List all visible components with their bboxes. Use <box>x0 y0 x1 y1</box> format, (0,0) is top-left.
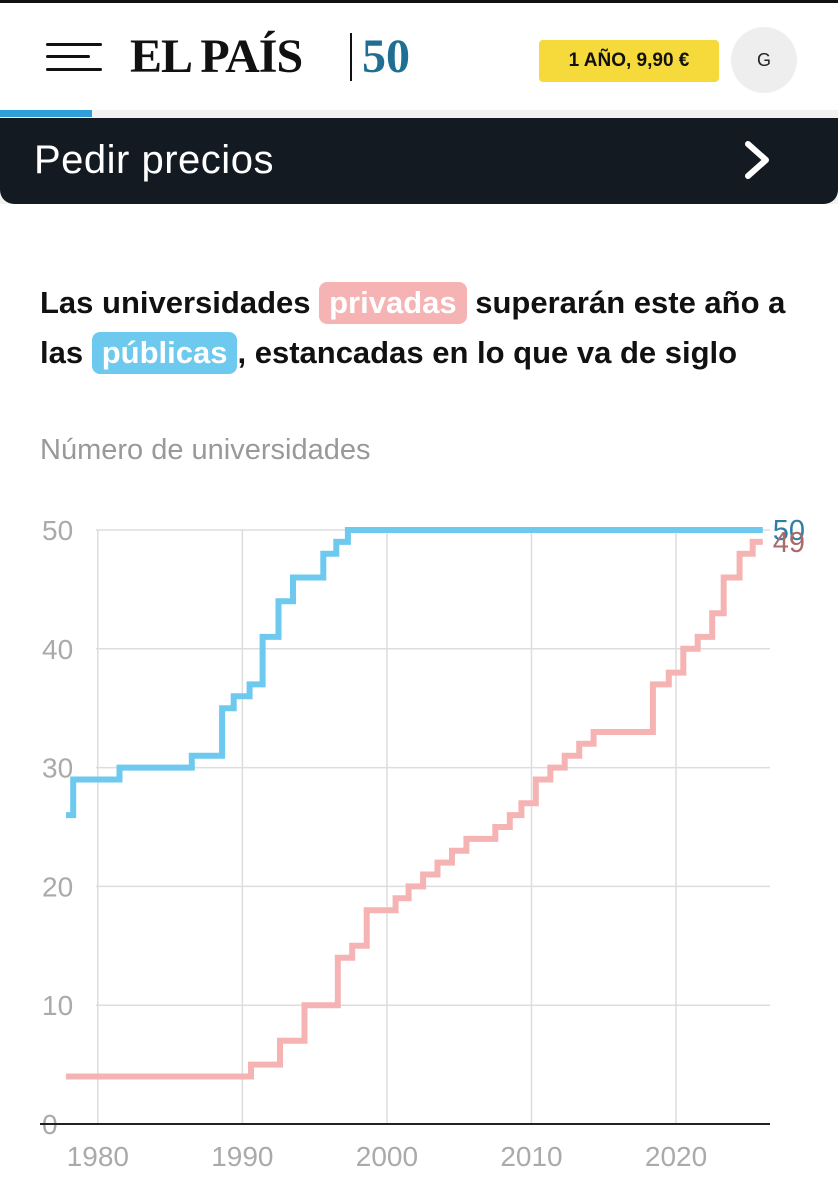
chevron-right-icon <box>745 141 769 179</box>
end-label-públicas: 50 <box>773 515 805 547</box>
end-label-privadas: 49 <box>773 527 805 559</box>
series-line-públicas <box>66 527 763 819</box>
chart-subtitle: Número de universidades <box>40 434 371 466</box>
user-avatar[interactable]: G <box>731 27 797 93</box>
title-part-3: , estancadas en lo que va de siglo <box>237 335 738 370</box>
y-tick-label-20: 20 <box>42 871 73 902</box>
series-line-privadas <box>66 538 763 1080</box>
x-tick-label-2020: 2020 <box>645 1141 707 1172</box>
title-highlight-publicas: públicas <box>91 332 238 374</box>
title-highlight-privadas: privadas <box>319 282 467 324</box>
title-part-1: Las universidades <box>40 285 320 320</box>
chart-title: Las universidades privadas superarán est… <box>40 278 810 378</box>
reading-progress-bar <box>0 110 92 117</box>
subscribe-button[interactable]: 1 AÑO, 9,90 € <box>539 40 719 82</box>
x-tick-label-2010: 2010 <box>500 1141 562 1172</box>
x-tick-label-1990: 1990 <box>211 1141 273 1172</box>
title-part-2: superarán este año a las <box>40 285 786 370</box>
logo-text: EL PAÍS <box>130 30 303 83</box>
y-tick-label-30: 30 <box>42 753 73 784</box>
top-rule <box>0 0 838 3</box>
logo-separator <box>350 33 352 81</box>
y-tick-label-40: 40 <box>42 634 73 665</box>
y-tick-label-10: 10 <box>42 990 73 1021</box>
x-tick-label-2000: 2000 <box>356 1141 418 1172</box>
site-header: EL PAÍS 50 1 AÑO, 9,90 € G <box>0 3 838 110</box>
pedir-precios-banner[interactable]: Pedir precios <box>0 118 838 204</box>
banner-label: Pedir precios <box>34 138 274 182</box>
y-tick-label-50: 50 <box>42 515 73 546</box>
logo-anniversary-badge: 50 <box>362 30 410 83</box>
x-tick-label-1980: 1980 <box>67 1141 129 1172</box>
hamburger-menu-icon[interactable] <box>46 41 102 75</box>
